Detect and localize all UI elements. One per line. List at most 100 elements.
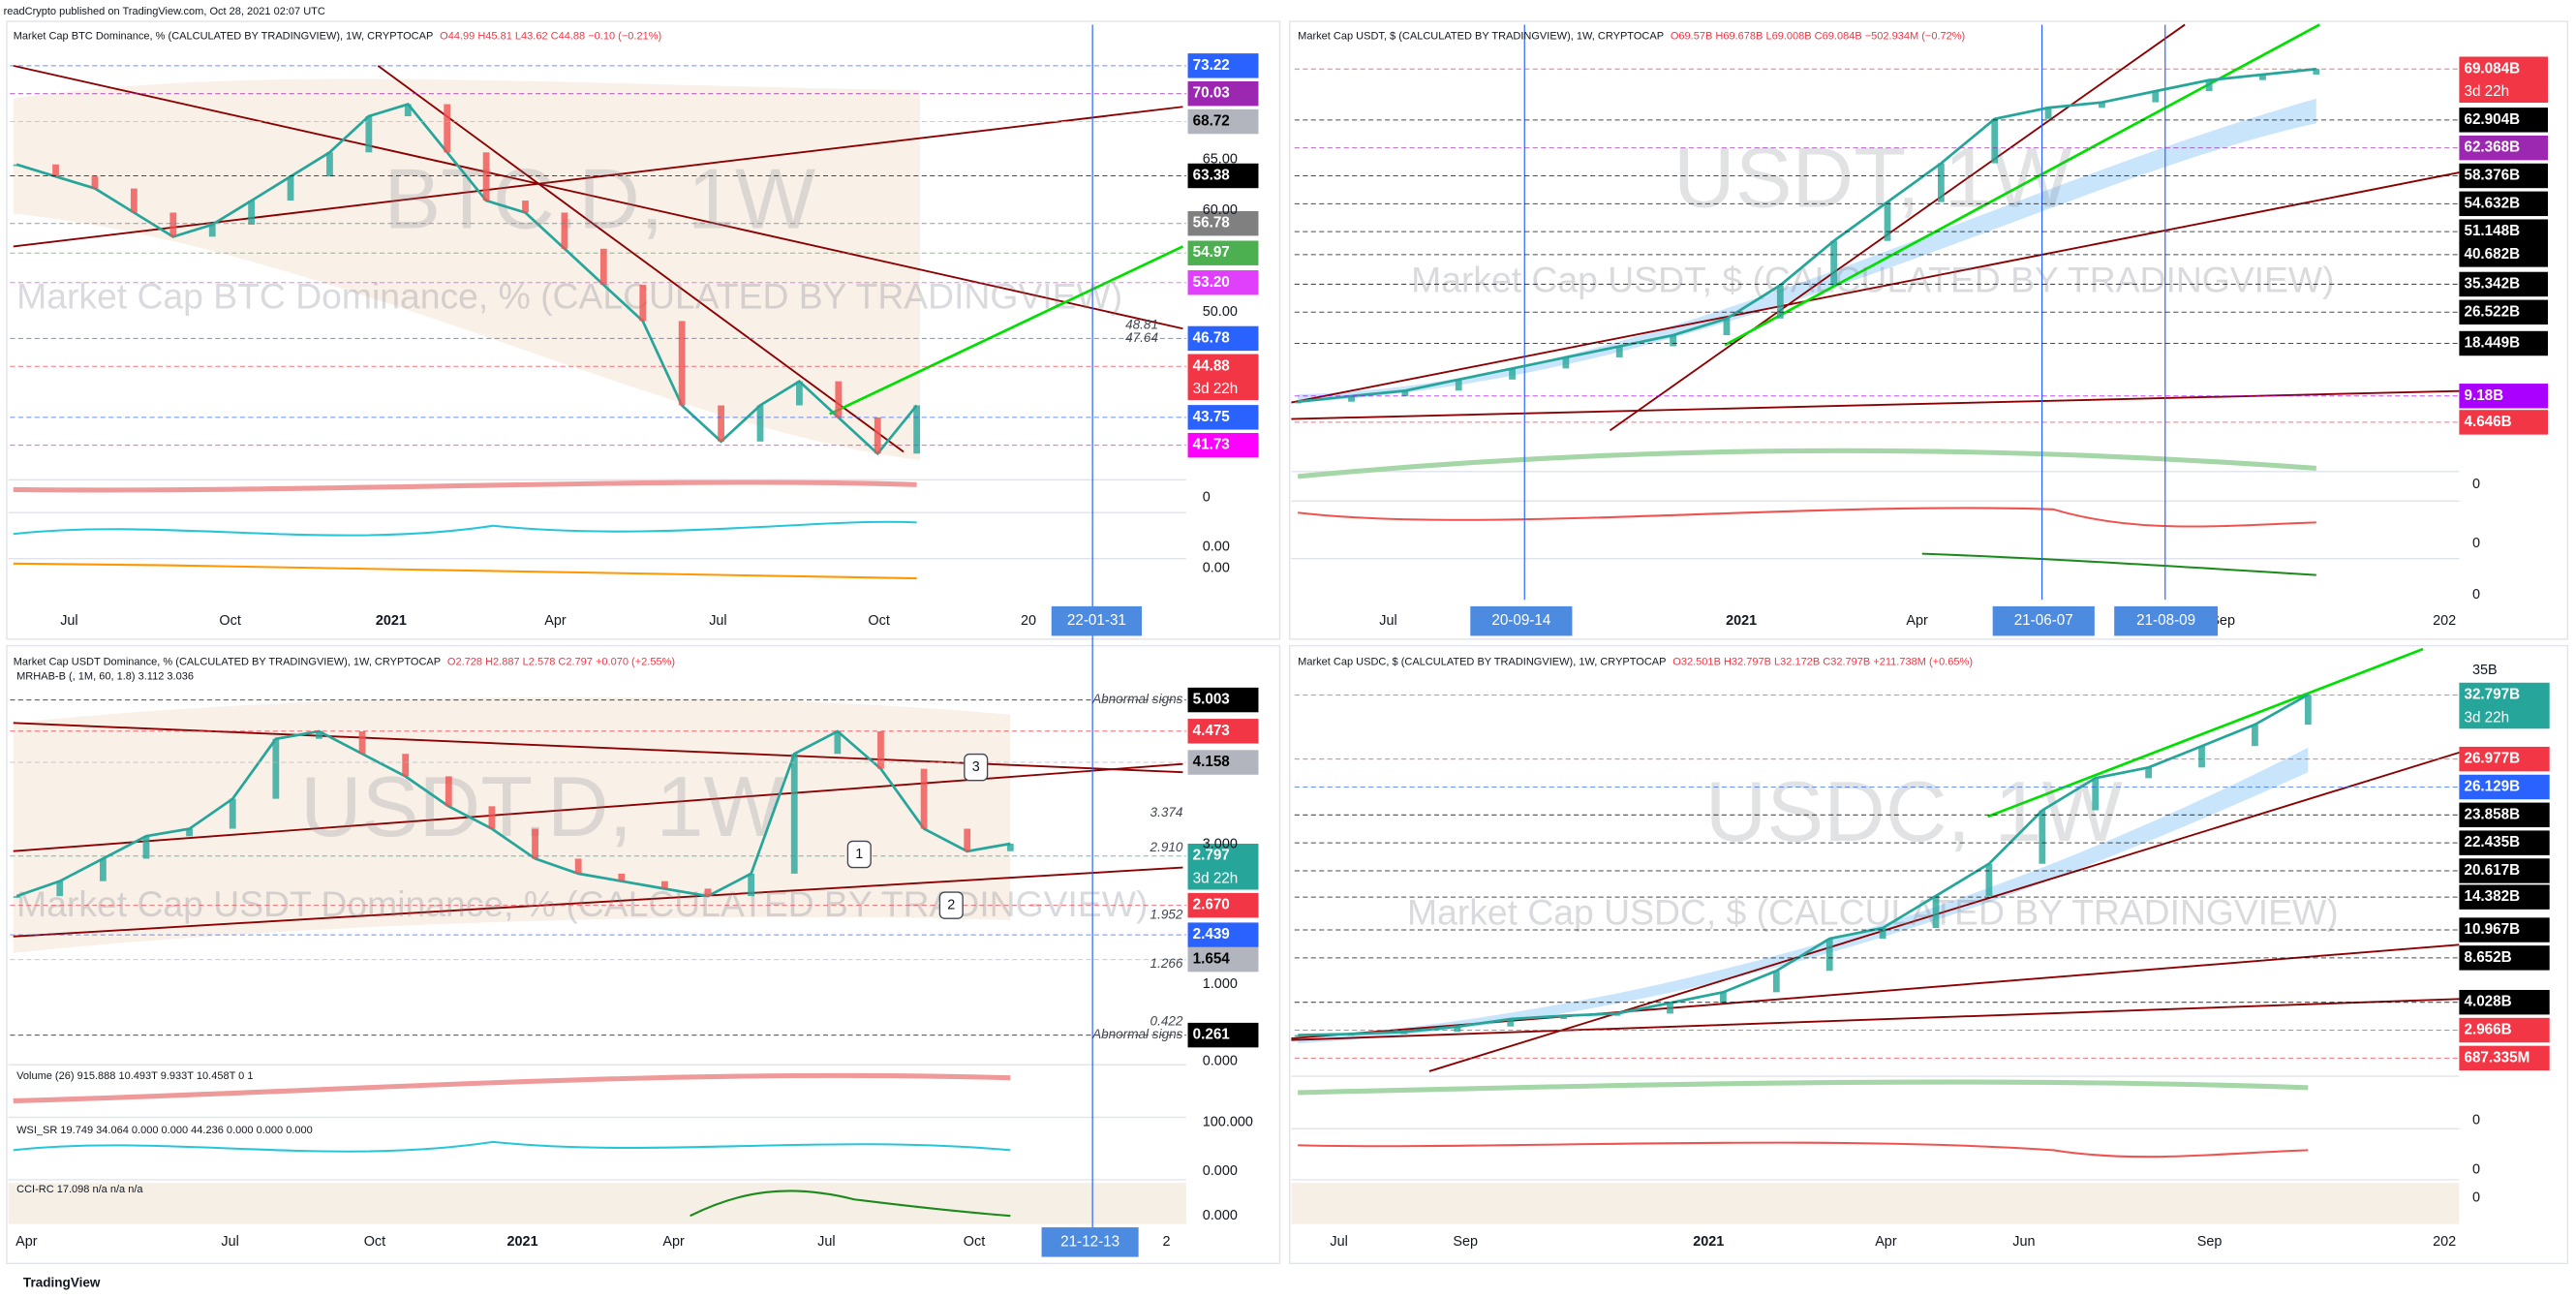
candle <box>326 152 333 177</box>
candle <box>13 164 20 167</box>
note: 3.374 <box>1150 805 1183 819</box>
price-badge <box>1187 53 1259 78</box>
candle <box>2304 695 2312 726</box>
panel-title: Market Cap USDT, $ (CALCULATED BY TRADIN… <box>1298 30 1965 42</box>
price-badge <box>2459 682 2550 729</box>
price-badge-label: 8.652B <box>2464 949 2511 966</box>
watermark: USDT, 1W <box>1673 129 2072 225</box>
candle <box>1667 1003 1673 1014</box>
candle <box>1772 971 1780 993</box>
candle <box>402 754 410 777</box>
cci-shade <box>8 1183 1186 1224</box>
time-label: Jul <box>1330 1234 1347 1250</box>
price-badge-label: 2.670 <box>1193 897 1230 913</box>
candle <box>704 888 712 897</box>
time-label: 2 <box>1162 1234 1170 1250</box>
candle <box>1830 240 1838 286</box>
price-badge <box>2459 271 2548 297</box>
trendline <box>1291 171 2460 404</box>
annotation-label: 2 <box>947 897 955 912</box>
candle <box>2039 810 2046 864</box>
price-badge-label: 41.73 <box>1193 437 1230 453</box>
price-badge-label: 54.97 <box>1193 244 1230 261</box>
candle <box>445 776 452 807</box>
cursor-date-badge <box>1041 1227 1139 1257</box>
cursor-date: 21-06-07 <box>2014 612 2073 629</box>
countdown: 3d 22h <box>1193 381 1239 397</box>
price-badge <box>2459 163 2548 189</box>
price-badge-label: 2.797 <box>1193 848 1230 864</box>
price-badge-label: 68.72 <box>1193 113 1230 130</box>
price-badge <box>2459 989 2550 1015</box>
price-badge-label: 26.522B <box>2464 303 2520 320</box>
note: 1.266 <box>1150 956 1183 971</box>
price-badge-label: 22.435B <box>2464 834 2520 850</box>
ohlc: O2.728 H2.887 L2.578 C2.797 +0.070 (+2.5… <box>447 656 675 667</box>
axis-label: 0.00 <box>1203 540 1230 555</box>
candle <box>2092 778 2100 811</box>
watermark: BTC.D, 1W <box>383 150 815 246</box>
price-badge <box>2459 219 2548 244</box>
candle <box>1720 992 1727 1004</box>
time-label: 2021 <box>1726 613 1757 629</box>
title: Market Cap BTC Dominance, % (CALCULATED … <box>14 30 434 42</box>
published: readCrypto published on TradingView.com,… <box>4 6 325 17</box>
price-badge <box>2459 858 2550 883</box>
price-badge <box>1187 719 1259 744</box>
time-label: Jul <box>817 1234 835 1250</box>
candle <box>1455 379 1462 391</box>
price-badge <box>2459 830 2550 855</box>
panel: USDC, 1W Market Cap USDC, $ (CALCULATED B… <box>1294 656 2550 1250</box>
candle <box>52 164 59 177</box>
axis-label: 0.000 <box>1203 1054 1238 1069</box>
price-badge-label: 32.797B <box>2464 687 2520 703</box>
indicator-legend: WSI_SR 19.749 34.064 0.000 0.000 44.236 … <box>16 1125 313 1136</box>
cursor-date: 22-01-31 <box>1067 612 1126 629</box>
candle <box>874 417 881 454</box>
cursor-date-badge <box>1470 605 1573 636</box>
price-badge-label: 40.682B <box>2464 246 2520 263</box>
watermark-subtitle: Market Cap USDT Dominance, % (CALCULATED… <box>16 883 1148 924</box>
price-badge <box>1187 432 1259 458</box>
axis-label: 0 <box>2472 477 2480 492</box>
candle <box>1348 395 1355 402</box>
indicator-legend: Volume (26) 915.888 10.493T 9.933T 10.45… <box>16 1070 253 1082</box>
price-badge-label: 43.75 <box>1193 409 1231 425</box>
price-badge <box>2459 56 2548 104</box>
frame <box>6 20 1281 640</box>
price-badge <box>1187 892 1259 918</box>
candle <box>1400 1032 1408 1035</box>
note: 48.81 <box>1125 317 1158 331</box>
price-badge <box>2459 108 2548 133</box>
price-badge-label: 51.148B <box>2464 223 2520 239</box>
countdown: 3d 22h <box>2464 83 2509 100</box>
time-label: Jun <box>2012 1234 2035 1250</box>
time-label: Oct <box>964 1234 985 1250</box>
price-badge <box>1187 405 1259 430</box>
panel: USDT.D, 1W Market Cap USDT Dominance, % (… <box>10 656 1259 1257</box>
trendline <box>13 64 1183 330</box>
candle <box>1401 390 1409 396</box>
countdown: 3d 22h <box>1193 870 1239 886</box>
price-badge-label: 26.129B <box>2464 779 2520 795</box>
price-badge-label: 44.88 <box>1193 357 1231 374</box>
price-badge-label: 69.084B <box>2464 60 2520 77</box>
time-label: 202 <box>2433 613 2456 629</box>
cursor-date: 20-09-14 <box>1491 612 1551 629</box>
candle <box>2313 69 2320 75</box>
panel: USDT, 1W Market Cap USDT, $ (CALCULATED B… <box>1294 30 2548 636</box>
price-badge <box>1187 270 1259 295</box>
axis-label: 0 <box>2472 1113 2480 1128</box>
candle <box>444 104 451 153</box>
indicator-legend: CCI-RC 17.098 n/a n/a n/a <box>16 1184 143 1195</box>
osc <box>1921 552 2316 576</box>
price-badge-label: 2.439 <box>1193 926 1230 943</box>
candle <box>2259 74 2266 80</box>
price-badge <box>1187 210 1259 236</box>
price-badge-label: 20.617B <box>2464 862 2520 879</box>
axis-label: 0 <box>2472 536 2480 551</box>
price-badge-label: 53.20 <box>1193 274 1230 291</box>
price-badge <box>2459 917 2550 943</box>
candle <box>2044 108 2052 119</box>
time-label: Apr <box>544 613 567 629</box>
